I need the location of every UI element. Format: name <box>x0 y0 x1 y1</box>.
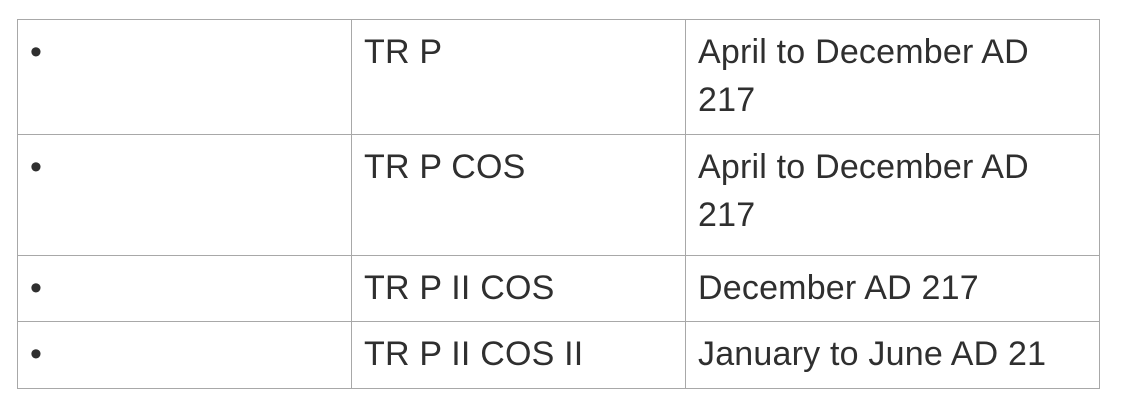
bullet-marker: • <box>30 335 43 373</box>
table-row: • TR P COS April to December AD 217 <box>17 134 1100 256</box>
bullet-marker: • <box>30 33 43 71</box>
titulature-cell: TR P II COS <box>351 255 686 322</box>
titulature-cell: TR P II COS II <box>351 321 686 389</box>
date-range-cell: December AD 217 <box>685 255 1100 322</box>
titulature-date-table: • TR P April to December AD 217 • TR P C… <box>17 19 1100 389</box>
date-range-cell: April to December AD 217 <box>685 19 1100 135</box>
titulature-cell: TR P <box>351 19 686 135</box>
titulature-cell: TR P COS <box>351 134 686 256</box>
date-range-cell: April to December AD 217 <box>685 134 1100 256</box>
bullet-marker: • <box>30 269 43 307</box>
table-row: • TR P II COS December AD 217 <box>17 255 1100 322</box>
bullet-cell: • <box>17 134 352 256</box>
bullet-cell: • <box>17 321 352 389</box>
table-row: • TR P April to December AD 217 <box>17 19 1100 135</box>
table-row: • TR P II COS II January to June AD 21 <box>17 321 1100 389</box>
date-range-cell: January to June AD 21 <box>685 321 1100 389</box>
bullet-cell: • <box>17 19 352 135</box>
bullet-marker: • <box>30 148 43 186</box>
bullet-cell: • <box>17 255 352 322</box>
